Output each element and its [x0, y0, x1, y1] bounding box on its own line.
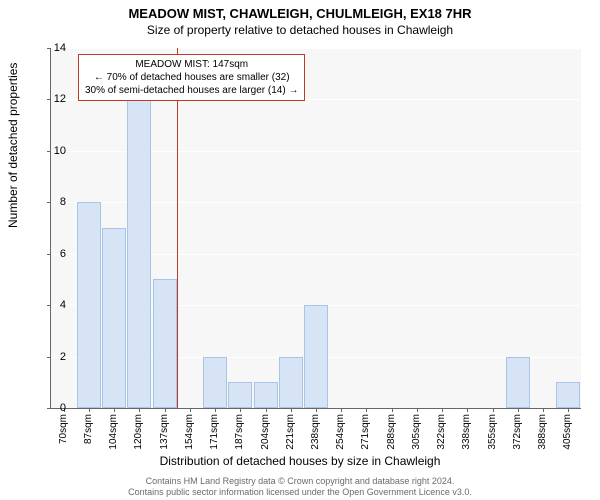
footer-line-2: Contains public sector information licen… [0, 487, 600, 498]
xtick-mark [366, 408, 367, 412]
xtick-mark [417, 408, 418, 412]
xtick-mark [291, 408, 292, 412]
footer-line-1: Contains HM Land Registry data © Crown c… [0, 476, 600, 487]
xtick-mark [442, 408, 443, 412]
xtick-label: 405sqm [562, 414, 573, 450]
xtick-mark [165, 408, 166, 412]
xtick-label: 388sqm [537, 414, 548, 450]
histogram-bar [77, 202, 101, 408]
histogram-bar [127, 99, 151, 408]
xtick-label: 305sqm [411, 414, 422, 450]
xtick-label: 171sqm [209, 414, 220, 450]
xtick-mark [518, 408, 519, 412]
chart-container: MEADOW MIST, CHAWLEIGH, CHULMLEIGH, EX18… [0, 0, 600, 500]
xtick-mark [114, 408, 115, 412]
annotation-box: MEADOW MIST: 147sqm← 70% of detached hou… [78, 54, 305, 101]
annotation-line: MEADOW MIST: 147sqm [85, 58, 298, 71]
gridline [51, 48, 581, 49]
ytick-label: 2 [42, 351, 66, 363]
ytick-label: 14 [42, 42, 66, 54]
xtick-label: 120sqm [133, 414, 144, 450]
xtick-label: 355sqm [487, 414, 498, 450]
histogram-bar [203, 357, 227, 408]
ytick-label: 6 [42, 248, 66, 260]
xtick-label: 238sqm [310, 414, 321, 450]
histogram-bar [102, 228, 126, 408]
footer-attribution: Contains HM Land Registry data © Crown c… [0, 476, 600, 499]
xtick-mark [568, 408, 569, 412]
ytick-label: 12 [42, 93, 66, 105]
xtick-label: 372sqm [512, 414, 523, 450]
xtick-mark [190, 408, 191, 412]
x-axis-label: Distribution of detached houses by size … [0, 454, 600, 468]
xtick-mark [240, 408, 241, 412]
histogram-bar [556, 382, 580, 408]
xtick-mark [316, 408, 317, 412]
xtick-mark [139, 408, 140, 412]
ytick-label: 8 [42, 196, 66, 208]
xtick-label: 221sqm [285, 414, 296, 450]
xtick-label: 288sqm [386, 414, 397, 450]
xtick-mark [89, 408, 90, 412]
chart-subtitle: Size of property relative to detached ho… [0, 21, 600, 37]
plot-area [50, 48, 581, 409]
xtick-label: 104sqm [108, 414, 119, 450]
xtick-label: 254sqm [335, 414, 346, 450]
annotation-line: ← 70% of detached houses are smaller (32… [85, 71, 298, 84]
xtick-mark [493, 408, 494, 412]
xtick-label: 271sqm [360, 414, 371, 450]
xtick-label: 154sqm [184, 414, 195, 450]
xtick-mark [341, 408, 342, 412]
xtick-mark [215, 408, 216, 412]
xtick-mark [467, 408, 468, 412]
xtick-label: 204sqm [260, 414, 271, 450]
ytick-label: 4 [42, 299, 66, 311]
reference-line [177, 48, 178, 408]
histogram-bar [506, 357, 530, 408]
xtick-label: 70sqm [58, 414, 69, 444]
xtick-label: 137sqm [159, 414, 170, 450]
y-axis-label: Number of detached properties [6, 63, 20, 228]
histogram-bar [254, 382, 278, 408]
xtick-label: 187sqm [234, 414, 245, 450]
annotation-line: 30% of semi-detached houses are larger (… [85, 84, 298, 97]
histogram-bar [228, 382, 252, 408]
histogram-bar [304, 305, 328, 408]
histogram-bar [153, 279, 177, 408]
xtick-mark [543, 408, 544, 412]
ytick-label: 10 [42, 145, 66, 157]
xtick-label: 322sqm [436, 414, 447, 450]
xtick-mark [392, 408, 393, 412]
xtick-mark [266, 408, 267, 412]
ytick-label: 0 [42, 402, 66, 414]
chart-title: MEADOW MIST, CHAWLEIGH, CHULMLEIGH, EX18… [0, 0, 600, 21]
xtick-label: 338sqm [461, 414, 472, 450]
histogram-bar [279, 357, 303, 408]
xtick-label: 87sqm [83, 414, 94, 444]
